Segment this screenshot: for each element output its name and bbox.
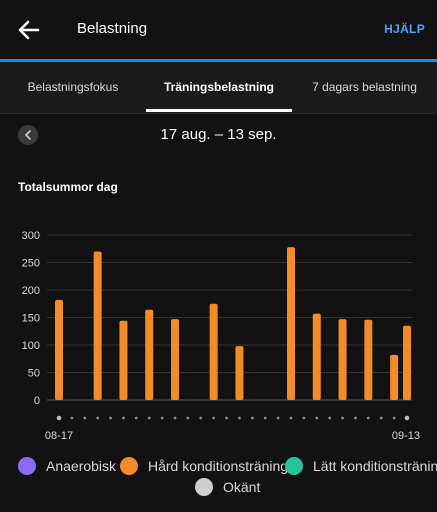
x-tick-dot — [83, 416, 87, 420]
x-tick-dot — [122, 416, 125, 420]
chevron-left-icon — [25, 130, 31, 140]
x-tick-dot — [263, 416, 267, 420]
x-tick-dot — [186, 416, 190, 420]
legend-dot-icon — [120, 457, 138, 475]
legend-dot-icon — [285, 457, 303, 475]
x-tick-dot — [379, 416, 383, 420]
x-tick-dot — [134, 416, 138, 420]
bar — [171, 319, 179, 400]
previous-period-button[interactable] — [18, 125, 38, 145]
chart-title: Totalsummor dag — [18, 180, 118, 194]
y-tick-label: 100 — [22, 340, 40, 352]
y-tick-label: 50 — [28, 368, 40, 380]
legend-label: Anaerobisk — [46, 458, 117, 474]
x-tick-dot — [289, 416, 293, 420]
x-tick-dot — [328, 416, 332, 420]
x-tick-dot — [109, 416, 112, 420]
x-tick-label: 09-13 — [392, 430, 420, 442]
header-divider — [0, 59, 437, 62]
bar — [390, 354, 399, 400]
x-tick-dot — [276, 416, 280, 420]
y-tick-label: 0 — [34, 395, 40, 407]
x-tick-dot — [238, 416, 241, 420]
bar — [235, 346, 244, 400]
legend-dot-icon — [195, 478, 213, 496]
legend-item-latt-kondition: Lätt konditionsträning — [285, 457, 437, 475]
legend-dot-icon — [18, 457, 36, 475]
bar — [93, 251, 102, 400]
legend-item-hard-kondition: Hård konditionsträning — [120, 457, 288, 475]
bar — [209, 303, 218, 400]
back-arrow-icon[interactable] — [14, 16, 46, 44]
x-tick-dot — [404, 415, 410, 421]
x-tick-dot — [392, 416, 396, 420]
bar — [364, 319, 373, 400]
x-tick-dot — [341, 416, 344, 420]
legend-item-okant: Okänt — [195, 478, 260, 496]
bar — [55, 299, 63, 400]
x-tick-dot — [56, 415, 62, 421]
y-tick-label: 150 — [22, 313, 40, 325]
bar-chart: 0 50 100 150 200 250 300 08-17 09-13 — [22, 230, 420, 442]
x-tick-dot — [225, 416, 228, 420]
x-tick-dot — [366, 416, 370, 420]
tab-traningsbelastning[interactable]: Träningsbelastning — [163, 80, 274, 94]
x-tick-dot — [173, 416, 177, 420]
help-button[interactable]: HJÄLP — [384, 22, 425, 36]
x-tick-dot — [212, 416, 216, 420]
active-tab-indicator — [146, 109, 292, 112]
x-tick-dot — [315, 416, 319, 420]
bar — [312, 313, 321, 400]
legend: Anaerobisk Hård konditionsträning Lätt k… — [0, 455, 437, 505]
legend-label: Lätt konditionsträning — [313, 458, 437, 474]
app-bar: Belastning HJÄLP — [0, 0, 437, 60]
tab-bar: Belastningsfokus Träningsbelastning 7 da… — [0, 62, 437, 114]
bar — [287, 247, 295, 400]
tab-7-dagars-belastning[interactable]: 7 dagars belastning — [312, 80, 417, 94]
x-tick-dot — [70, 416, 74, 420]
x-tick-dot — [302, 416, 306, 420]
page-title: Belastning — [77, 20, 148, 37]
y-tick-label: 300 — [22, 230, 40, 242]
bar — [338, 319, 347, 400]
y-tick-label: 200 — [22, 285, 40, 297]
legend-item-anaerobisk: Anaerobisk — [18, 457, 116, 475]
tab-belastningsfokus[interactable]: Belastningsfokus — [27, 80, 119, 94]
legend-label: Hård konditionsträning — [148, 458, 289, 474]
bar — [145, 309, 154, 400]
x-tick-dot — [354, 416, 357, 420]
legend-label: Okänt — [223, 479, 261, 495]
date-range: 17 aug. – 13 sep. — [160, 126, 277, 143]
x-tick-dot — [250, 416, 254, 420]
x-tick-dot — [96, 416, 100, 420]
x-tick-dot — [160, 416, 164, 420]
y-tick-label: 250 — [22, 258, 40, 270]
x-tick-dot — [199, 416, 203, 420]
bar — [119, 320, 128, 400]
bar — [403, 325, 411, 400]
x-tick-label: 08-17 — [45, 430, 73, 442]
x-tick-dot — [147, 416, 151, 420]
